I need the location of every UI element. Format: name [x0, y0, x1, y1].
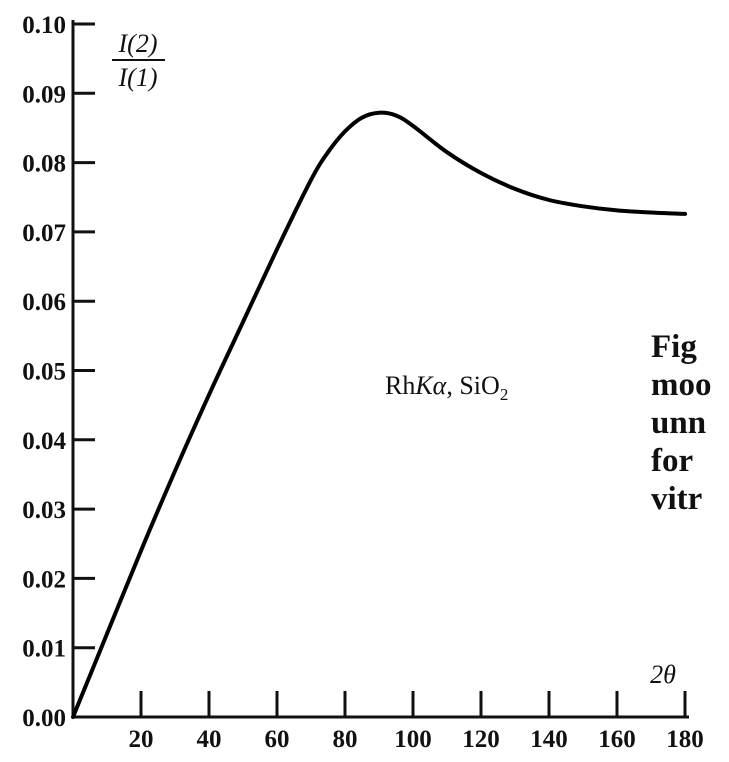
- y-axis-label: I(2) I(1): [112, 29, 165, 92]
- x-tick-label: 180: [666, 726, 704, 753]
- caption-line-4: for: [651, 443, 694, 479]
- annotation-subscript: 2: [500, 385, 509, 404]
- series-line: [71, 110, 687, 719]
- caption-line-3: unn: [651, 405, 707, 441]
- chart-annotation: RhKα, SiO2: [385, 371, 508, 404]
- y-axis-ticks: 0.00 0.01 0.02 0.03 0.04 0.05 0.06 0.07 0.08 0.09…: [22, 12, 95, 732]
- y-tick-label: 0.08: [22, 151, 66, 178]
- caption-line-1: Fig: [651, 329, 697, 365]
- y-tick-label: 0.05: [22, 359, 66, 386]
- annotation-separator: ,: [446, 371, 459, 400]
- x-tick-label: 60: [265, 726, 290, 753]
- x-tick-label: 120: [462, 726, 500, 753]
- y-tick-label: 0.07: [22, 220, 66, 247]
- annotation-line: Kα: [414, 371, 447, 400]
- x-tick-label: 160: [598, 726, 636, 753]
- series-layer: [71, 110, 687, 719]
- y-tick-label: 0.10: [22, 12, 66, 39]
- x-tick-label: 40: [197, 726, 222, 753]
- y-tick-label: 0.04: [22, 428, 66, 455]
- x-tick-label: 100: [394, 726, 432, 753]
- y-tick-label: 0.09: [22, 81, 66, 108]
- y-tick-label: 0.03: [22, 497, 66, 524]
- y-label-numerator: I(2): [118, 29, 158, 58]
- caption-line-2: moo: [651, 367, 712, 403]
- figure-caption-cropped: Fig moo unn for vitr: [651, 328, 729, 518]
- y-label-denominator: I(1): [118, 63, 158, 92]
- x-axis-ticks: 20 40 60 80 100 120 140 160 180: [129, 691, 704, 753]
- annotation-compound: SiO: [459, 371, 499, 400]
- x-axis-label: 2θ: [650, 660, 676, 689]
- annotation-element: Rh: [385, 371, 415, 400]
- axes: [71, 20, 689, 719]
- y-tick-label: 0.06: [22, 289, 66, 316]
- x-tick-label: 80: [333, 726, 358, 753]
- y-tick-label: 0.01: [22, 636, 66, 663]
- y-tick-label: 0.02: [22, 566, 66, 593]
- x-tick-label: 140: [530, 726, 568, 753]
- y-tick-label: 0.00: [22, 705, 66, 732]
- x-tick-label: 20: [129, 726, 154, 753]
- caption-line-5: vitr: [651, 481, 703, 517]
